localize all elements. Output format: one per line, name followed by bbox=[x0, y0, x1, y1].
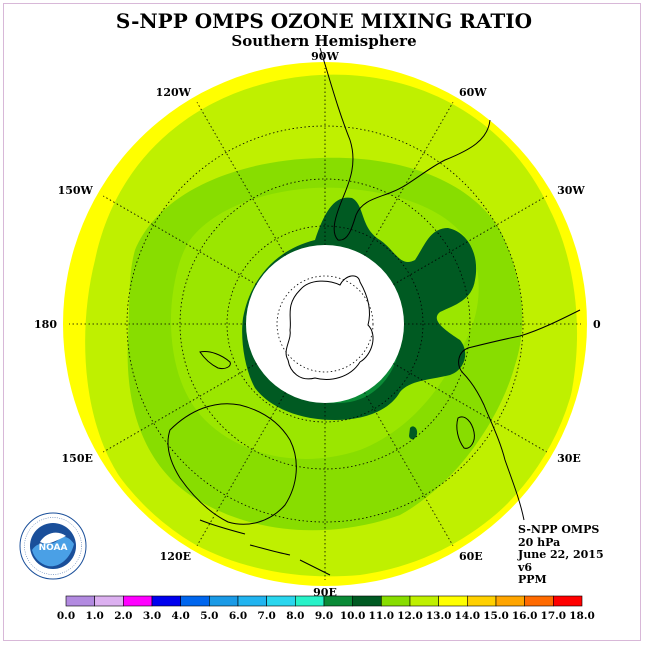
longitude-label: 90W bbox=[311, 50, 339, 63]
australia-coast bbox=[167, 403, 297, 525]
info-block: S-NPP OMPS 20 hPa June 22, 2015 v6 PPM bbox=[518, 523, 604, 587]
lat-circle bbox=[276, 275, 374, 373]
colorbar-tick-label: 18.0 bbox=[569, 610, 595, 622]
colorbar-swatch bbox=[323, 595, 353, 607]
colorbar-tick-label: 9.0 bbox=[315, 610, 333, 622]
info-level: 20 hPa bbox=[518, 535, 561, 549]
colorbar-swatch bbox=[65, 595, 95, 607]
longitude-label: 120W bbox=[156, 86, 192, 99]
colorbar-swatch bbox=[237, 595, 267, 607]
africa-coast bbox=[458, 309, 581, 521]
colorbar-swatch bbox=[495, 595, 525, 607]
colorbar-swatch bbox=[438, 595, 468, 607]
longitude-label: 120E bbox=[160, 550, 191, 563]
logo-text: NOAA bbox=[39, 543, 68, 553]
polar-no-data-region bbox=[246, 245, 404, 403]
colorbar-tick-label: 2.0 bbox=[114, 610, 132, 622]
colorbar-swatch bbox=[123, 595, 153, 607]
meridian-line bbox=[393, 195, 547, 285]
map-subtitle: Southern Hemisphere bbox=[231, 32, 417, 50]
colorbar-tick-label: 6.0 bbox=[229, 610, 247, 622]
figure-frame bbox=[3, 3, 641, 641]
madagascar-coast bbox=[456, 416, 475, 449]
colorbar-tick-label: 14.0 bbox=[455, 610, 481, 622]
contour-9-10-patch bbox=[409, 426, 418, 440]
lat-circle bbox=[226, 225, 424, 423]
meridian-line bbox=[364, 102, 454, 256]
colorbar-swatch bbox=[209, 595, 239, 607]
colorbar-tick-label: 0.0 bbox=[57, 610, 75, 622]
longitude-grid bbox=[69, 68, 581, 580]
map-title: S-NPP OMPS OZONE MIXING RATIO bbox=[115, 9, 533, 33]
indonesia-coast bbox=[199, 519, 331, 576]
colorbar-tick-label: 4.0 bbox=[172, 610, 190, 622]
info-units: PPM bbox=[518, 573, 547, 586]
colorbar-swatch bbox=[467, 595, 497, 607]
info-date: June 22, 2015 bbox=[518, 548, 604, 561]
longitude-label: 60E bbox=[459, 550, 483, 563]
colorbar-tick-label: 5.0 bbox=[200, 610, 218, 622]
colorbar-tick-label: 1.0 bbox=[86, 610, 104, 622]
meridian-line bbox=[196, 102, 286, 256]
colorbar-tick-label: 16.0 bbox=[512, 610, 538, 622]
colorbar-tick-label: 8.0 bbox=[286, 610, 304, 622]
info-instrument: S-NPP OMPS bbox=[518, 523, 600, 536]
colorbar-swatch bbox=[266, 595, 296, 607]
meridian-line bbox=[364, 392, 454, 546]
antarctica-coast bbox=[285, 275, 374, 380]
logo-ring-lettering bbox=[24, 517, 82, 575]
meridian-line bbox=[103, 363, 257, 453]
meridian-line bbox=[103, 195, 257, 285]
colorbar: 0.0 1.0 2.0 3.0 4.0 5.0 6.0 7.0 8.0 9.0 10.0 11.0 12… bbox=[57, 595, 595, 622]
colorbar-tick-label: 10.0 bbox=[340, 610, 366, 622]
colorbar-swatch bbox=[409, 595, 439, 607]
colorbar-tick-label: 7.0 bbox=[258, 610, 276, 622]
colorbar-tick-label: 12.0 bbox=[397, 610, 423, 622]
colorbar-tick-label: 11.0 bbox=[369, 610, 395, 622]
lat-circle bbox=[179, 178, 471, 470]
latitude-grid bbox=[126, 125, 524, 523]
colorbar-tick-label: 3.0 bbox=[143, 610, 161, 622]
colorbar-swatch bbox=[381, 595, 411, 607]
longitude-label: 180 bbox=[34, 318, 57, 331]
colorbar-swatch bbox=[524, 595, 554, 607]
longitude-label: 150E bbox=[62, 452, 93, 465]
longitude-label: 0 bbox=[593, 318, 601, 331]
info-version: v6 bbox=[518, 560, 533, 574]
colorbar-tick-label: 13.0 bbox=[426, 610, 452, 622]
meridian-line bbox=[196, 392, 286, 546]
lat-circle bbox=[126, 125, 524, 523]
colorbar-swatch bbox=[180, 595, 210, 607]
south-america-coast bbox=[319, 47, 491, 241]
colorbar-tick-label: 17.0 bbox=[541, 610, 567, 622]
coastlines bbox=[167, 47, 581, 576]
longitude-label: 150W bbox=[58, 184, 94, 197]
meridian-line bbox=[393, 363, 547, 453]
longitude-label: 60W bbox=[459, 86, 487, 99]
colorbar-tick-label: 15.0 bbox=[483, 610, 509, 622]
new-zealand-coast bbox=[199, 351, 231, 369]
colorbar-swatch bbox=[553, 595, 583, 607]
colorbar-swatch bbox=[295, 595, 325, 607]
longitude-label: 30W bbox=[557, 184, 585, 197]
colorbar-swatch bbox=[352, 595, 382, 607]
colorbar-swatch bbox=[94, 595, 124, 607]
colorbar-swatch bbox=[151, 595, 181, 607]
longitude-label: 30E bbox=[557, 452, 581, 465]
noaa-logo: NOAA bbox=[19, 512, 87, 580]
